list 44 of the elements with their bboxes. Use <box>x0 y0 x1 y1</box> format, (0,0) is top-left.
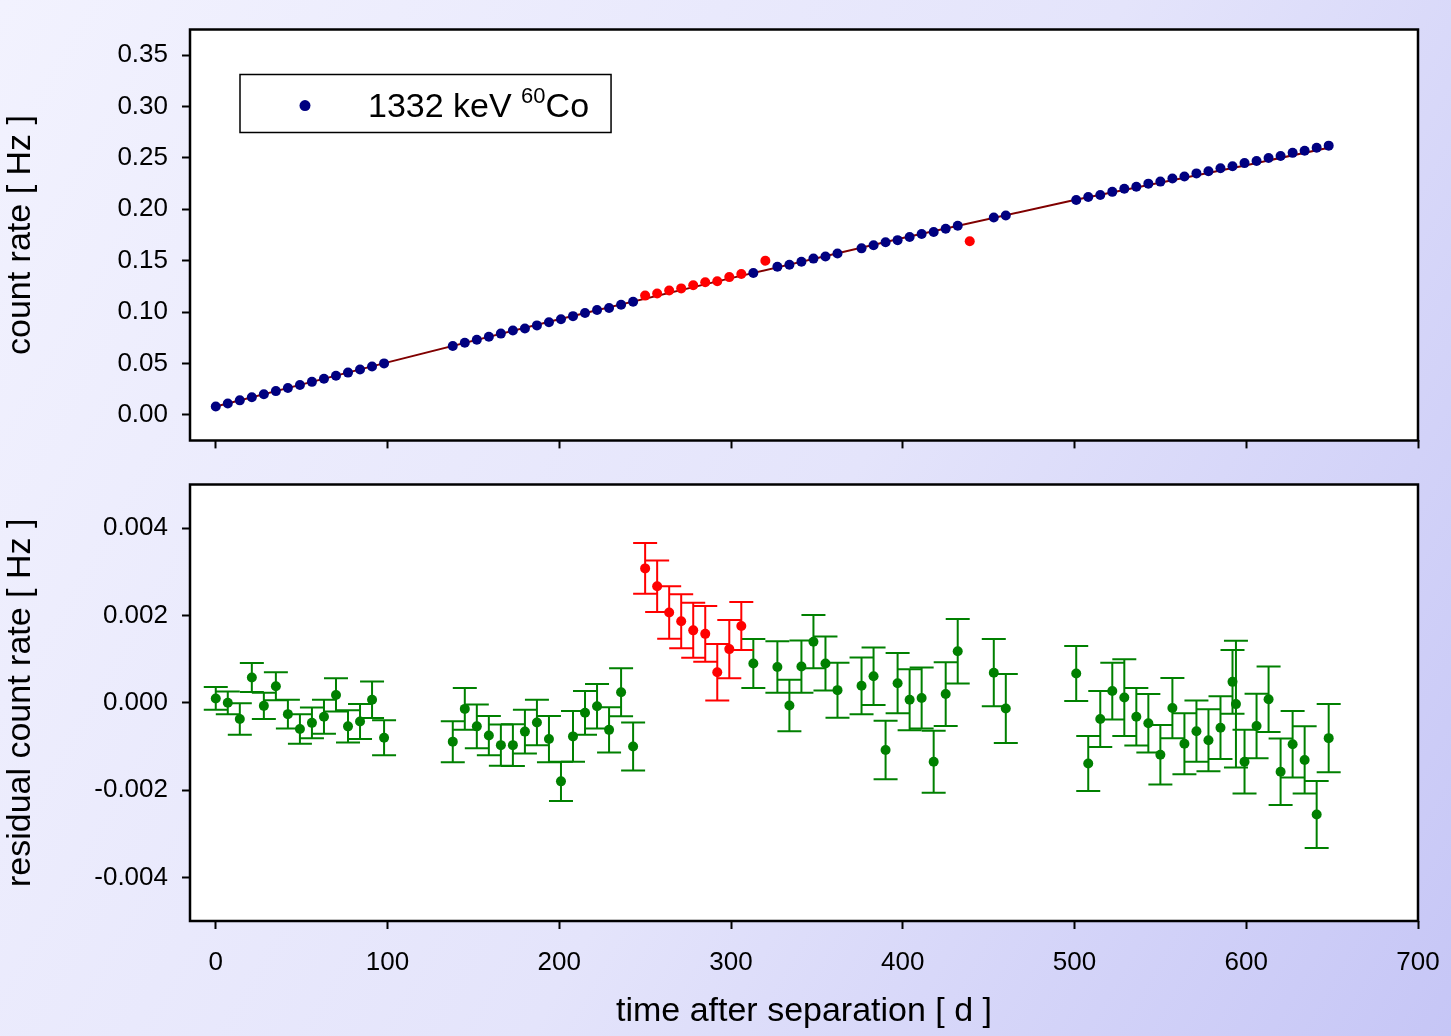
point <box>736 620 747 631</box>
y-tick-label: 0.10 <box>117 295 168 326</box>
point <box>640 290 651 301</box>
point <box>676 616 687 627</box>
x-tick-label: 400 <box>881 945 925 976</box>
point <box>640 563 651 574</box>
point <box>688 625 699 636</box>
y-tick-label: 0.30 <box>117 89 168 120</box>
point <box>652 288 663 299</box>
y-tick-label: 0.000 <box>102 685 168 716</box>
x-tick-label: 700 <box>1396 945 1440 976</box>
point <box>664 607 675 618</box>
y-tick-label: 0.00 <box>117 397 168 428</box>
x-tick-label: 300 <box>709 945 753 976</box>
point <box>724 644 735 655</box>
y-tick-label: 0.20 <box>117 192 168 223</box>
x-tick-label: 100 <box>365 945 410 976</box>
point <box>760 255 771 266</box>
point <box>724 272 735 283</box>
x-tick-label: 600 <box>1224 945 1268 976</box>
point <box>664 285 675 296</box>
point <box>964 236 975 247</box>
x-axis-title: time after separation [ d ] <box>615 989 993 1028</box>
y-tick-label: -0.004 <box>94 860 168 891</box>
y-tick-label: 0.15 <box>117 243 168 274</box>
y-tick-label: 0.05 <box>117 346 168 377</box>
y-tick-label: 0.004 <box>102 511 168 542</box>
x-tick-label: 500 <box>1052 945 1097 976</box>
point <box>736 269 747 280</box>
point <box>700 628 711 639</box>
point <box>712 667 723 678</box>
point <box>700 277 711 288</box>
x-tick-label: 0 <box>208 945 223 976</box>
y-tick-label: 0.25 <box>117 141 168 172</box>
point <box>688 280 699 291</box>
y-tick-label: 0.35 <box>117 38 168 69</box>
y-tick-label: -0.002 <box>94 773 168 804</box>
y-axis-title: count rate [ Hz ] <box>0 115 37 355</box>
point <box>652 581 663 592</box>
point <box>712 276 723 287</box>
y-tick-label: 0.002 <box>102 598 168 629</box>
x-tick-label: 200 <box>537 945 581 976</box>
point <box>676 283 687 294</box>
y-axis-title: residual count rate [ Hz ] <box>0 518 37 888</box>
